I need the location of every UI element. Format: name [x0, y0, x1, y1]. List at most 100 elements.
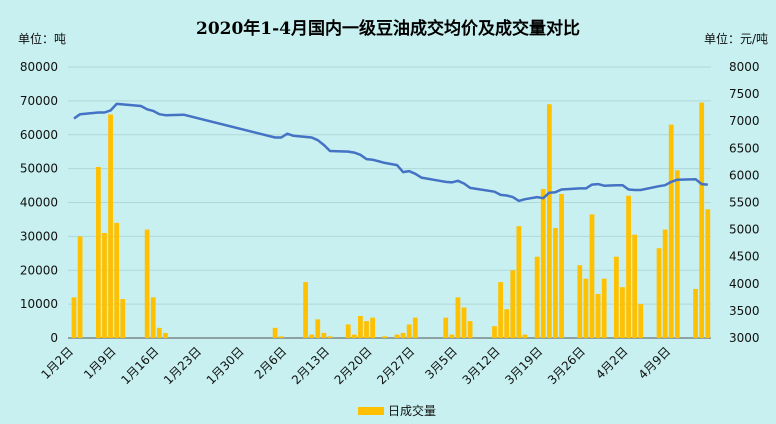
volume-bar [272, 327, 278, 338]
x-tick-label: 4月9日 [636, 344, 674, 382]
volume-bar [278, 336, 284, 338]
x-tick-label: 3月26日 [545, 344, 588, 387]
volume-bar [546, 104, 552, 338]
volume-bar [370, 317, 375, 338]
volume-bar [461, 307, 467, 338]
y-right-tick-label: 7500 [729, 87, 760, 101]
volume-bar [449, 334, 455, 338]
volume-bar [626, 195, 631, 338]
x-tick-label: 1月16日 [118, 344, 161, 387]
volume-bar [693, 288, 698, 338]
y-left-tick-label: 0 [50, 331, 58, 345]
volume-bar [705, 209, 711, 338]
volume-bar [71, 297, 77, 338]
volume-bar [144, 229, 150, 338]
chart-legend: 日成交量 [358, 402, 436, 419]
y-left-tick-label: 50000 [20, 162, 58, 176]
volume-bar [77, 236, 83, 338]
volume-bar [327, 336, 333, 338]
volume-bar [351, 334, 357, 338]
y-right-tick-label: 6500 [729, 141, 760, 155]
volume-bar [498, 282, 503, 338]
volume-bar [358, 315, 363, 338]
volume-bar [510, 270, 516, 338]
y-left-tick-label: 60000 [20, 128, 58, 142]
volume-bar [443, 317, 449, 338]
x-tick-label: 1月9日 [81, 344, 119, 382]
volume-bar [668, 124, 674, 339]
volume-bar [632, 234, 638, 338]
volume-bar [150, 297, 156, 338]
volume-bar [455, 297, 461, 338]
volume-bar [345, 324, 351, 338]
volume-bar [589, 214, 595, 338]
y-left-tick-label: 70000 [20, 94, 58, 108]
volume-bar [699, 102, 705, 338]
volume-bar [382, 336, 388, 338]
x-tick-label: 2月6日 [252, 344, 290, 382]
x-tick-label: 2月27日 [374, 344, 417, 387]
volume-bar [156, 327, 162, 338]
y-left-tick-label: 30000 [20, 229, 58, 243]
volume-bar [315, 319, 321, 338]
volume-bar [674, 170, 680, 338]
x-tick-label: 2月20日 [332, 344, 375, 387]
y-right-tick-label: 5000 [729, 223, 760, 237]
y-left-tick-label: 80000 [20, 60, 58, 74]
volume-bar [620, 287, 625, 338]
y-left-tick-label: 10000 [20, 297, 58, 311]
volume-bar [108, 114, 113, 338]
volume-bar [114, 222, 120, 338]
volume-bar [613, 256, 619, 338]
x-tick-label: 4月2日 [593, 344, 631, 382]
volume-bar [303, 282, 308, 338]
volume-bar [163, 332, 168, 338]
x-tick-label: 3月19日 [502, 344, 545, 387]
y-right-tick-label: 4000 [729, 277, 760, 291]
y-left-tick-label: 40000 [20, 196, 58, 210]
volume-bar [595, 293, 601, 338]
volume-bar [102, 232, 107, 338]
left-axis-unit: 单位：吨 [18, 32, 67, 46]
y-right-tick-label: 5500 [729, 196, 760, 210]
volume-bar [492, 326, 497, 338]
y-right-tick-label: 7000 [729, 114, 760, 128]
volume-bar [400, 332, 406, 338]
volume-bar [406, 324, 412, 338]
volume-bar [522, 334, 528, 338]
volume-bar [412, 317, 418, 338]
x-tick-label: 3月12日 [460, 344, 503, 387]
volume-bar [559, 194, 564, 338]
volume-bar [120, 299, 126, 338]
volume-bar [534, 256, 540, 338]
volume-bar [577, 265, 583, 338]
volume-bar [540, 188, 546, 338]
y-right-tick-label: 3000 [729, 331, 760, 345]
legend-swatch-volume [358, 406, 384, 415]
volume-bar [583, 278, 589, 338]
chart-title: 2020年1-4月国内一级豆油成交均价及成交量对比 [195, 19, 581, 39]
x-tick-label: 2月13日 [289, 344, 332, 387]
volume-bar [467, 321, 473, 338]
price-line [73, 102, 708, 203]
y-right-tick-label: 8000 [729, 60, 760, 74]
y-right-tick-label: 3500 [729, 304, 760, 318]
volume-bar [364, 321, 369, 338]
volume-bar [656, 248, 662, 338]
y-left-tick-label: 20000 [20, 263, 58, 277]
x-tick-label: 1月2日 [38, 344, 76, 382]
volume-bar [504, 309, 510, 338]
volume-bar [601, 278, 607, 338]
volume-bar [553, 227, 558, 338]
y-right-tick-label: 6000 [729, 168, 760, 182]
volume-bar [321, 332, 327, 338]
volume-bar [309, 334, 315, 338]
volume-bar [516, 226, 522, 338]
volume-bar [394, 334, 400, 338]
volume-bar [95, 166, 101, 338]
y-right-tick-label: 4500 [729, 250, 760, 264]
volume-bar [638, 304, 644, 338]
right-axis-unit: 单位：元/吨 [703, 32, 768, 46]
